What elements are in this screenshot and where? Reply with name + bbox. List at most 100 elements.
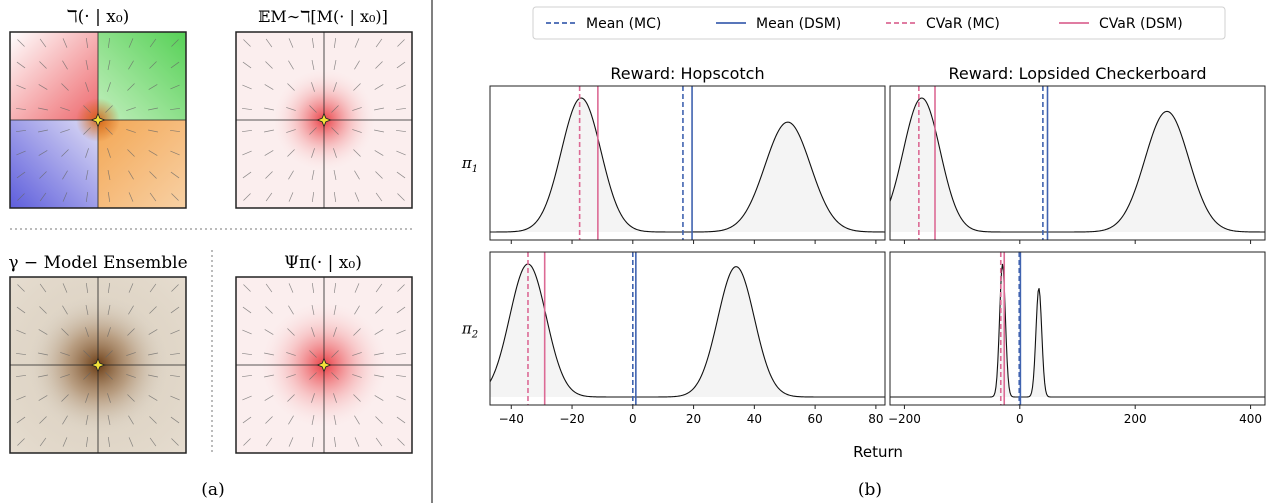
field-arrow [311, 148, 315, 158]
tile-frame [235, 31, 413, 209]
field-arrow [107, 82, 111, 92]
field-arrow [61, 394, 69, 402]
field-arrow [375, 61, 383, 69]
x-tick-label: −40 [499, 412, 524, 426]
field-arrow [62, 415, 68, 425]
x-tick-label: 40 [747, 412, 762, 426]
field-arrow [61, 149, 69, 157]
legend-item: Mean (DSM) [716, 16, 841, 32]
field-arrow [374, 150, 384, 156]
field-arrow [83, 372, 91, 380]
field-arrow [148, 129, 158, 133]
field-arrow [396, 107, 406, 111]
field-arrow [331, 372, 339, 380]
field-arrow [171, 284, 179, 292]
field-arrow [83, 105, 91, 113]
field-arrow [311, 437, 315, 447]
density-panel: −40 −20 0 20 40 60 80 [489, 251, 886, 426]
field-arrow [16, 61, 26, 69]
field-arrow [288, 437, 294, 447]
field-arrow [85, 283, 89, 293]
field-arrow [16, 374, 26, 378]
field-arrow [39, 416, 47, 424]
field-arrow [287, 149, 295, 157]
field-arrow [309, 127, 317, 135]
field-arrow [396, 84, 406, 90]
origin-star-marker [90, 112, 106, 128]
field-arrow [264, 129, 274, 133]
x-tick-label: 200 [1124, 412, 1147, 426]
axes-frame [889, 85, 1266, 241]
field-arrow [149, 38, 157, 48]
field-arrow [374, 329, 384, 335]
field-arrow [107, 170, 111, 180]
density-panel [889, 85, 1266, 244]
field-arrow [333, 82, 337, 92]
field-arrow [85, 60, 89, 70]
field-arrow [149, 416, 157, 424]
field-arrow [128, 437, 134, 447]
field-arrow [60, 129, 70, 133]
tile-successor-measure: Ψπ(· | x₀) [235, 253, 413, 454]
field-arrow [287, 328, 295, 336]
field-arrow [38, 352, 48, 356]
field-arrow [354, 60, 360, 70]
field-arrow [265, 416, 273, 424]
field-arrow [397, 193, 405, 201]
field-arrow [353, 149, 361, 157]
field-arrow [85, 437, 89, 447]
x-tick-label: −20 [559, 412, 584, 426]
field-arrow [61, 83, 69, 91]
field-arrow [311, 82, 315, 92]
tile-title-top-right: 𝔼M∼ℸ[M(· | x₀)] [258, 7, 388, 26]
field-arrow [354, 283, 360, 293]
field-arrow [333, 437, 337, 447]
field-arrow [242, 416, 252, 424]
field-arrow [265, 171, 273, 179]
field-arrow [16, 352, 26, 356]
density-fill [490, 98, 885, 232]
field-arrow [170, 61, 180, 69]
field-arrow [396, 150, 406, 156]
panel-a: ℸ(· | x₀) 𝔼M∼ℸ[M(· | x₀)] γ − Model Ense… [8, 7, 415, 500]
field-arrow [149, 61, 157, 69]
field-arrow [170, 416, 180, 424]
field-arrow [16, 150, 26, 156]
field-arrow [333, 327, 337, 337]
field-arrow [105, 350, 113, 358]
field-arrow [288, 305, 294, 315]
x-axis-label: Return [853, 443, 903, 461]
field-arrow [286, 352, 296, 356]
field-arrow [38, 84, 48, 90]
field-arrow [171, 438, 179, 446]
field-arrow [17, 284, 25, 292]
field-arrow [311, 38, 315, 48]
field-arrow [107, 192, 111, 202]
row-label: π2 [461, 320, 478, 341]
field-arrow [242, 374, 252, 378]
field-arrow [354, 437, 360, 447]
field-arrow [354, 170, 360, 180]
field-arrow [333, 60, 337, 70]
field-arrow [265, 306, 273, 314]
field-arrow [38, 329, 48, 335]
x-tick-label: −200 [888, 412, 921, 426]
field-arrow [85, 305, 89, 315]
tile-model-ensemble: γ − Model Ensemble [8, 253, 188, 454]
tile-gamma-model-distribution: ℸ(· | x₀) [9, 7, 187, 209]
field-arrow [352, 374, 362, 378]
field-arrow [128, 192, 134, 202]
legend-label: CVaR (MC) [926, 16, 1000, 32]
field-arrow [148, 107, 158, 111]
field-arrow [85, 38, 89, 48]
origin-star-marker [90, 357, 106, 373]
field-arrow [354, 38, 360, 48]
field-arrow [149, 437, 157, 447]
field-arrow [127, 328, 135, 336]
field-arrow [128, 170, 134, 180]
field-arrow [265, 61, 273, 69]
field-arrow [85, 393, 89, 403]
field-arrow [333, 415, 337, 425]
field-arrow [397, 39, 405, 47]
